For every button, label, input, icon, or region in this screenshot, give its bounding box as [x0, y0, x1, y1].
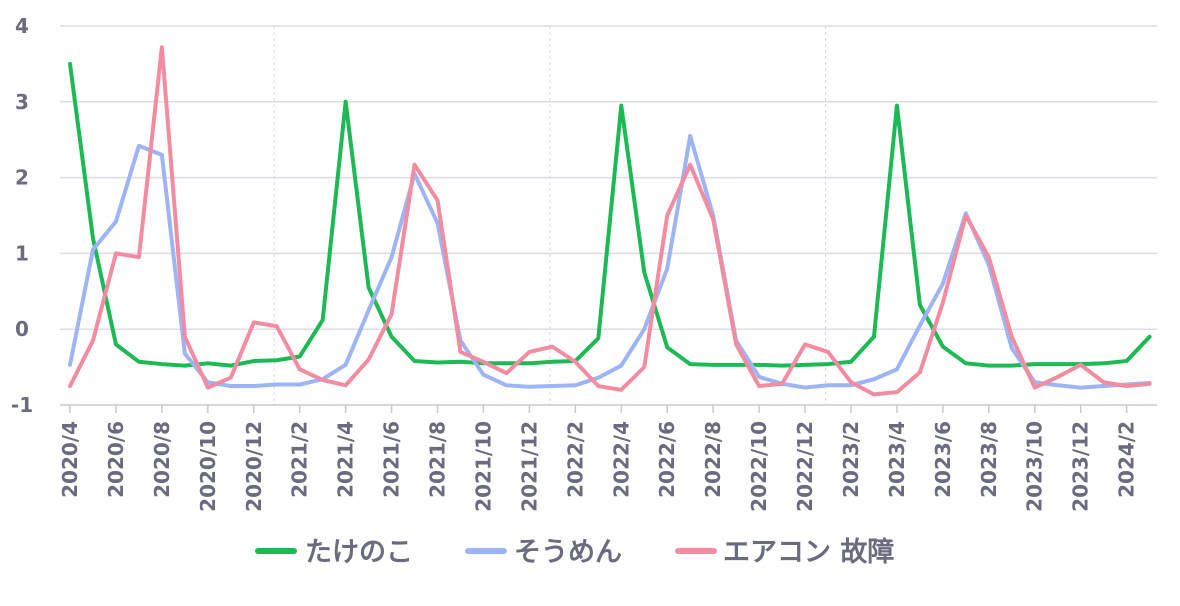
axes: -1 0 1 2 3 4 2020/4 2020/6 2020/8 2020/10 2020/12 2…: [11, 14, 1157, 512]
x-tick-label: 2021/4: [334, 421, 358, 498]
y-tick-label: 3: [15, 90, 29, 114]
x-tick-label: 2023/6: [931, 421, 955, 498]
x-tick-label: 2023/2: [839, 421, 863, 498]
legend-label: エアコン 故障: [723, 536, 894, 568]
x-tick-label: 2021/10: [471, 421, 495, 512]
x-tick-label: 2020/6: [104, 421, 128, 498]
y-tick-label: -1: [11, 393, 33, 417]
y-tick-label: 2: [15, 166, 29, 190]
y-tick-label: 1: [15, 241, 29, 265]
legend-label: たけのこ: [305, 537, 413, 568]
x-tick-label: 2022/2: [563, 421, 587, 498]
x-tick-label: 2024/2: [1115, 421, 1139, 498]
legend-item-1: たけのこ: [255, 537, 413, 568]
x-tick-label: 2023/4: [885, 421, 909, 498]
x-tick-label: 2021/12: [517, 421, 541, 512]
y-tick-label: 4: [15, 14, 29, 38]
x-tick-label: 2022/4: [609, 421, 633, 498]
x-tick-label: 2022/8: [701, 421, 725, 498]
x-tick-label: 2021/6: [380, 421, 404, 498]
x-tick-label: 2023/12: [1069, 421, 1093, 512]
x-tick-label: 2021/2: [288, 421, 312, 498]
x-tick-label: 2023/8: [977, 421, 1001, 498]
x-tick-label: 2021/8: [426, 421, 450, 498]
x-tick-label: 2020/10: [196, 421, 220, 512]
legend: たけのこ そうめん エアコン 故障: [255, 536, 894, 568]
legend-item-3: エアコン 故障: [675, 536, 894, 568]
x-tick-label: 2022/12: [793, 421, 817, 512]
legend-label: そうめん: [514, 537, 622, 568]
x-tick-label: 2022/6: [655, 421, 679, 498]
series-line-2: [68, 133, 1152, 390]
x-tick-label: 2023/10: [1023, 421, 1047, 512]
series-line-3: [68, 45, 1152, 397]
series-lines: [68, 45, 1152, 397]
grid: [60, 25, 1157, 405]
y-tick-label: 0: [15, 317, 29, 341]
series-line-1: [68, 61, 1152, 368]
x-tick-label: 2022/10: [747, 421, 771, 512]
x-tick-label: 2020/4: [58, 421, 82, 498]
x-tick-label: 2020/8: [150, 421, 174, 498]
x-tick-label: 2020/12: [242, 421, 266, 512]
legend-item-2: そうめん: [465, 537, 622, 568]
